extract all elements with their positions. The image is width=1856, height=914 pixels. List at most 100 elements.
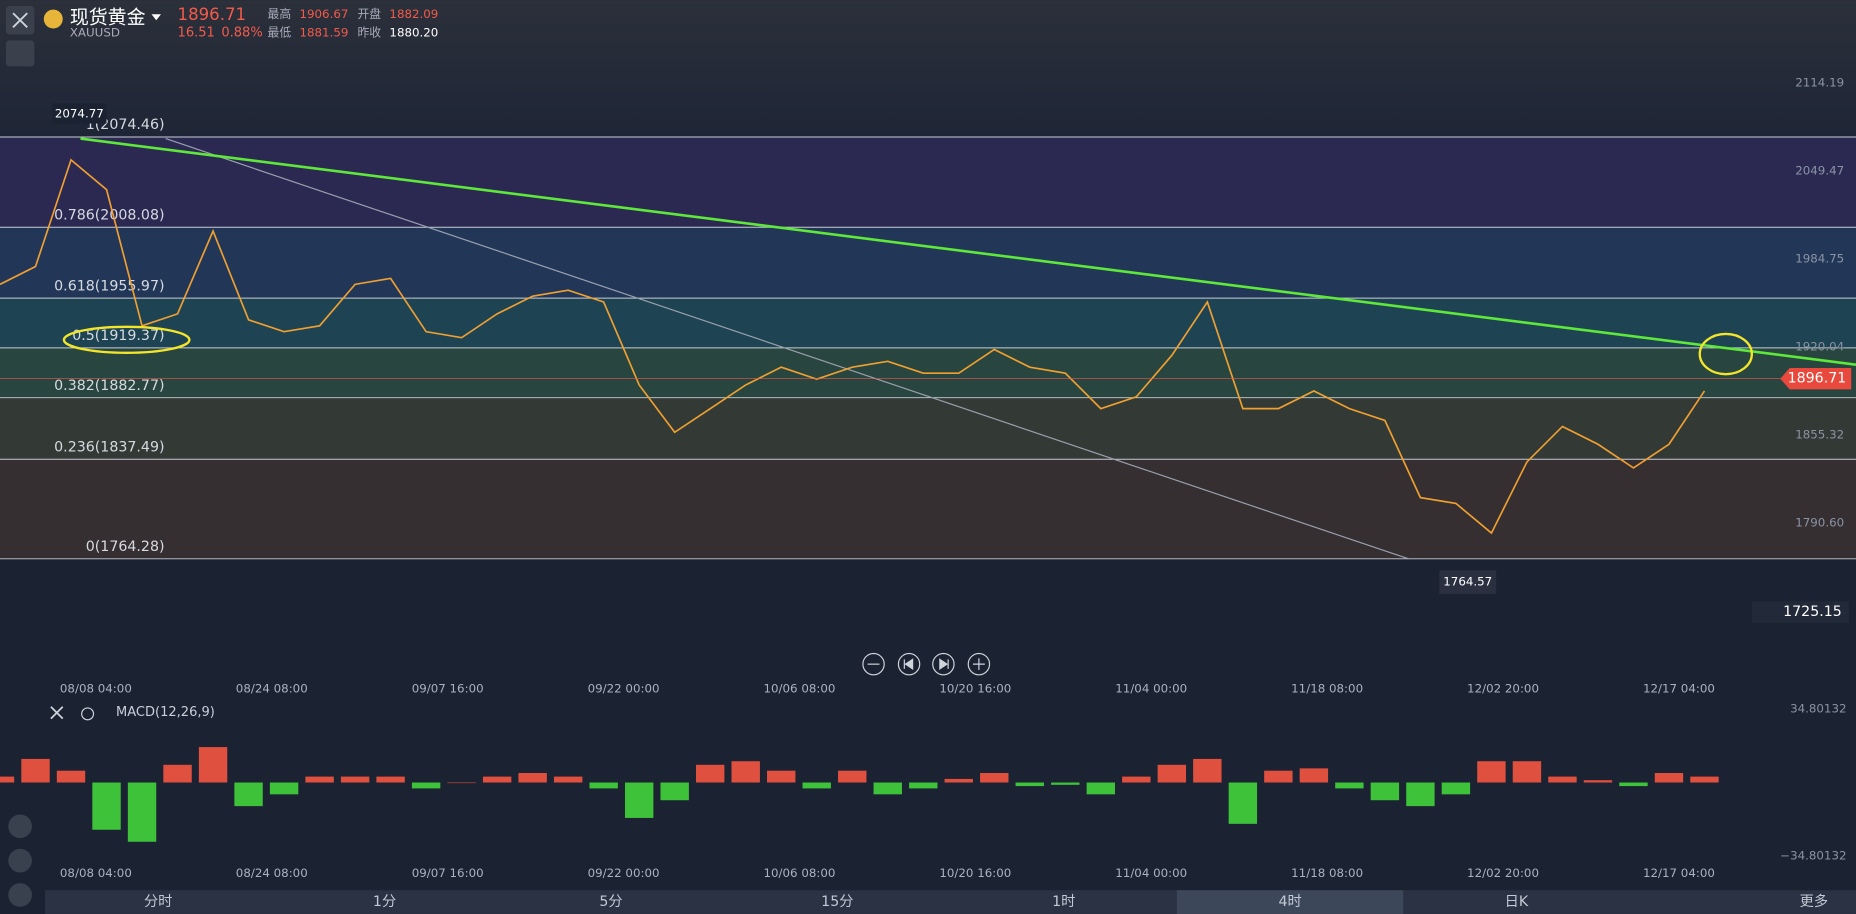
macd-bar	[376, 776, 405, 783]
time-label: 09/07 16:00	[412, 866, 484, 880]
time-label: 11/18 08:00	[1291, 866, 1363, 880]
macd-bar	[1583, 780, 1613, 783]
close-icon[interactable]	[50, 706, 64, 720]
period-tabs: 分时 1分 5分 15分 1时 4时 日K 更多	[44, 890, 1856, 914]
stat-value: 1880.20	[389, 26, 438, 40]
diagonal-line	[165, 138, 1409, 560]
macd-bar	[482, 776, 512, 783]
macd-bar	[0, 776, 15, 783]
tab-label[interactable]: 1时	[1052, 894, 1075, 910]
fib-label: 0.236(1837.49)	[54, 439, 164, 455]
stat-value: 1906.67	[299, 7, 348, 21]
fib-label: 0(1764.28)	[86, 539, 165, 555]
gold-icon	[43, 9, 63, 29]
change-pct: 0.88%	[221, 26, 262, 41]
fib-label: 0.382(1882.77)	[54, 378, 164, 394]
price-plot: 2074.77 1764.57 1896.71 1725.15	[0, 103, 1852, 623]
tab-label[interactable]: 1分	[373, 894, 396, 910]
macd-tick-label: −34.80132	[1780, 848, 1846, 862]
macd-bar	[1086, 782, 1116, 795]
alert-price: 1725.15	[1783, 604, 1842, 620]
icon	[972, 658, 985, 671]
macd-bar	[944, 778, 973, 783]
macd-bar	[234, 782, 263, 807]
macd-bar	[873, 782, 902, 795]
macd-bar	[56, 770, 86, 783]
macd-bar	[163, 764, 192, 783]
macd-bar	[1654, 773, 1684, 783]
go-end[interactable]	[932, 652, 955, 676]
macd-bar	[1122, 776, 1151, 783]
tab-label[interactable]: 5分	[599, 894, 622, 910]
tab-bar	[44, 890, 1856, 914]
macd-bar	[1299, 768, 1329, 783]
tab-label[interactable]: 分时	[144, 894, 172, 910]
macd-bar	[553, 776, 583, 783]
y-tick-label: 1920.04	[1795, 339, 1844, 353]
icon	[903, 658, 914, 670]
macd-bar	[198, 747, 228, 783]
zoom-out[interactable]	[862, 652, 885, 676]
macd-bar	[1157, 764, 1187, 783]
macd-bar	[518, 773, 547, 783]
time-label: 11/04 00:00	[1115, 682, 1187, 696]
stat-value: 1882.09	[389, 7, 438, 21]
left-toolbar	[8, 814, 32, 907]
time-label: 08/24 08:00	[236, 682, 308, 696]
high-tag-bg	[52, 103, 107, 124]
tool-button[interactable]	[8, 883, 32, 907]
macd-bar	[1051, 782, 1080, 785]
fib-label: 0.5(1919.37)	[72, 328, 164, 344]
low-tag-bg	[1439, 570, 1497, 594]
time-label: 08/08 04:00	[60, 682, 132, 696]
top-area	[0, 0, 1856, 139]
macd-bar	[1193, 758, 1222, 783]
macd-bar	[92, 782, 121, 830]
stat-label: 最低	[268, 26, 292, 40]
tool-button[interactable]	[8, 814, 32, 839]
alert-bg	[1751, 601, 1849, 623]
time-label: 12/17 04:00	[1643, 866, 1715, 880]
macd-bar	[624, 782, 654, 818]
macd-bar	[589, 782, 618, 789]
zoom-in[interactable]	[967, 652, 991, 676]
macd-bar	[1548, 776, 1577, 783]
tool-button[interactable]	[8, 848, 32, 873]
settings-icon[interactable]	[81, 707, 95, 721]
macd-bar	[731, 761, 760, 783]
fib-band	[0, 298, 1856, 348]
current-price-tag-bg	[1780, 368, 1852, 390]
tab-label[interactable]: 更多	[1800, 893, 1828, 910]
fib-bands: 1(2074.46)0.786(2008.08)0.618(1955.97)0.…	[0, 117, 1856, 560]
tab-label[interactable]: 日K	[1505, 894, 1529, 910]
tool-button[interactable]	[5, 40, 35, 67]
go-start[interactable]	[897, 652, 921, 676]
stat-label: 昨收	[357, 26, 381, 40]
time-label: 09/22 00:00	[588, 866, 660, 880]
high-tag: 2074.77	[55, 107, 104, 121]
close-icon	[12, 12, 28, 28]
macd-bar	[1264, 770, 1293, 783]
dropdown-arrow[interactable]	[151, 14, 161, 21]
y-tick-label: 1855.32	[1795, 427, 1844, 441]
time-label: 10/20 16:00	[939, 866, 1011, 880]
macd-bar	[838, 770, 867, 783]
macd-bar	[1441, 782, 1471, 795]
trend-line	[80, 137, 1856, 366]
low-tag: 1764.57	[1443, 575, 1492, 589]
current-price-tag: 1896.71	[1788, 371, 1847, 387]
macd-panel: MACD(12,26,9) 34.80132 −34.80132	[0, 702, 1847, 862]
macd-bar	[980, 773, 1009, 783]
tab-label[interactable]: 4时	[1278, 894, 1301, 910]
y-tick-label: 1984.75	[1795, 251, 1844, 265]
macd-bar	[340, 776, 370, 783]
y-tick-label: 1790.60	[1795, 516, 1844, 530]
highlight-circle	[1698, 332, 1754, 376]
time-label: 08/08 04:00	[60, 866, 132, 880]
macd-bar	[696, 764, 725, 783]
icon	[939, 658, 949, 670]
change: 16.51	[178, 26, 215, 41]
instrument-name[interactable]: 现货黄金	[70, 6, 146, 28]
tab-label[interactable]: 15分	[821, 894, 853, 910]
